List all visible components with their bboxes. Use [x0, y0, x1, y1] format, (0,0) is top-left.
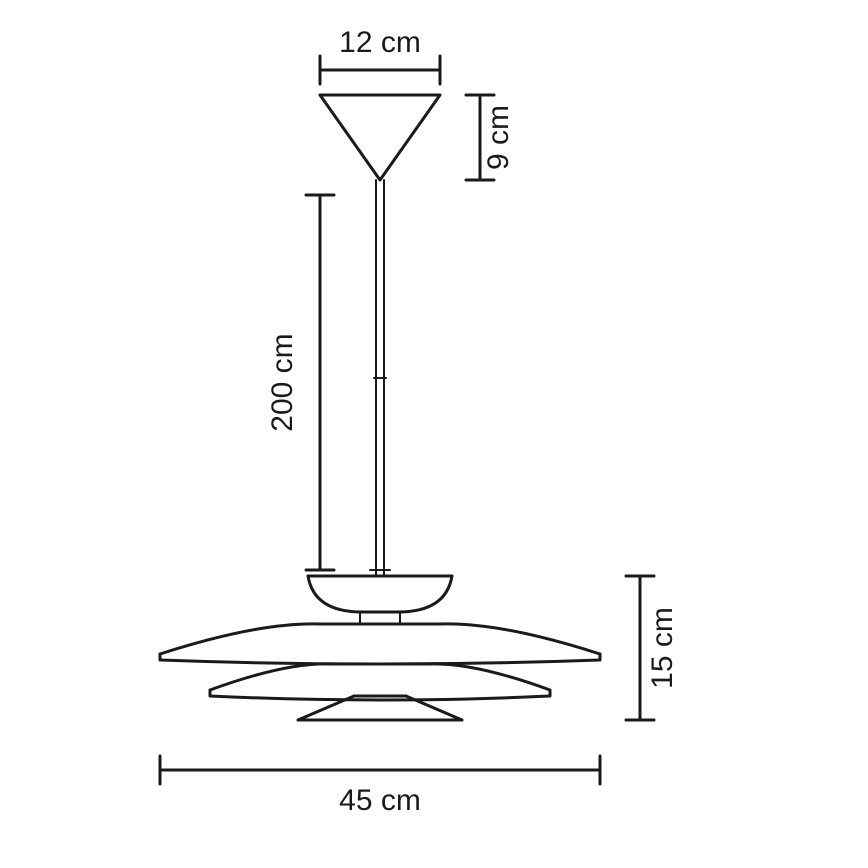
- dim-canopy-width: 12 cm: [339, 26, 421, 59]
- dim-cord-length: 200 cm: [266, 333, 299, 431]
- dim-shade-width: 45 cm: [339, 784, 421, 817]
- dim-canopy-height: 9 cm: [482, 105, 515, 170]
- dim-shade-height: 15 cm: [646, 607, 679, 689]
- lamp-dimension-diagram: 12 cm 9 cm 200 cm 15 cm 45 cm: [0, 0, 868, 868]
